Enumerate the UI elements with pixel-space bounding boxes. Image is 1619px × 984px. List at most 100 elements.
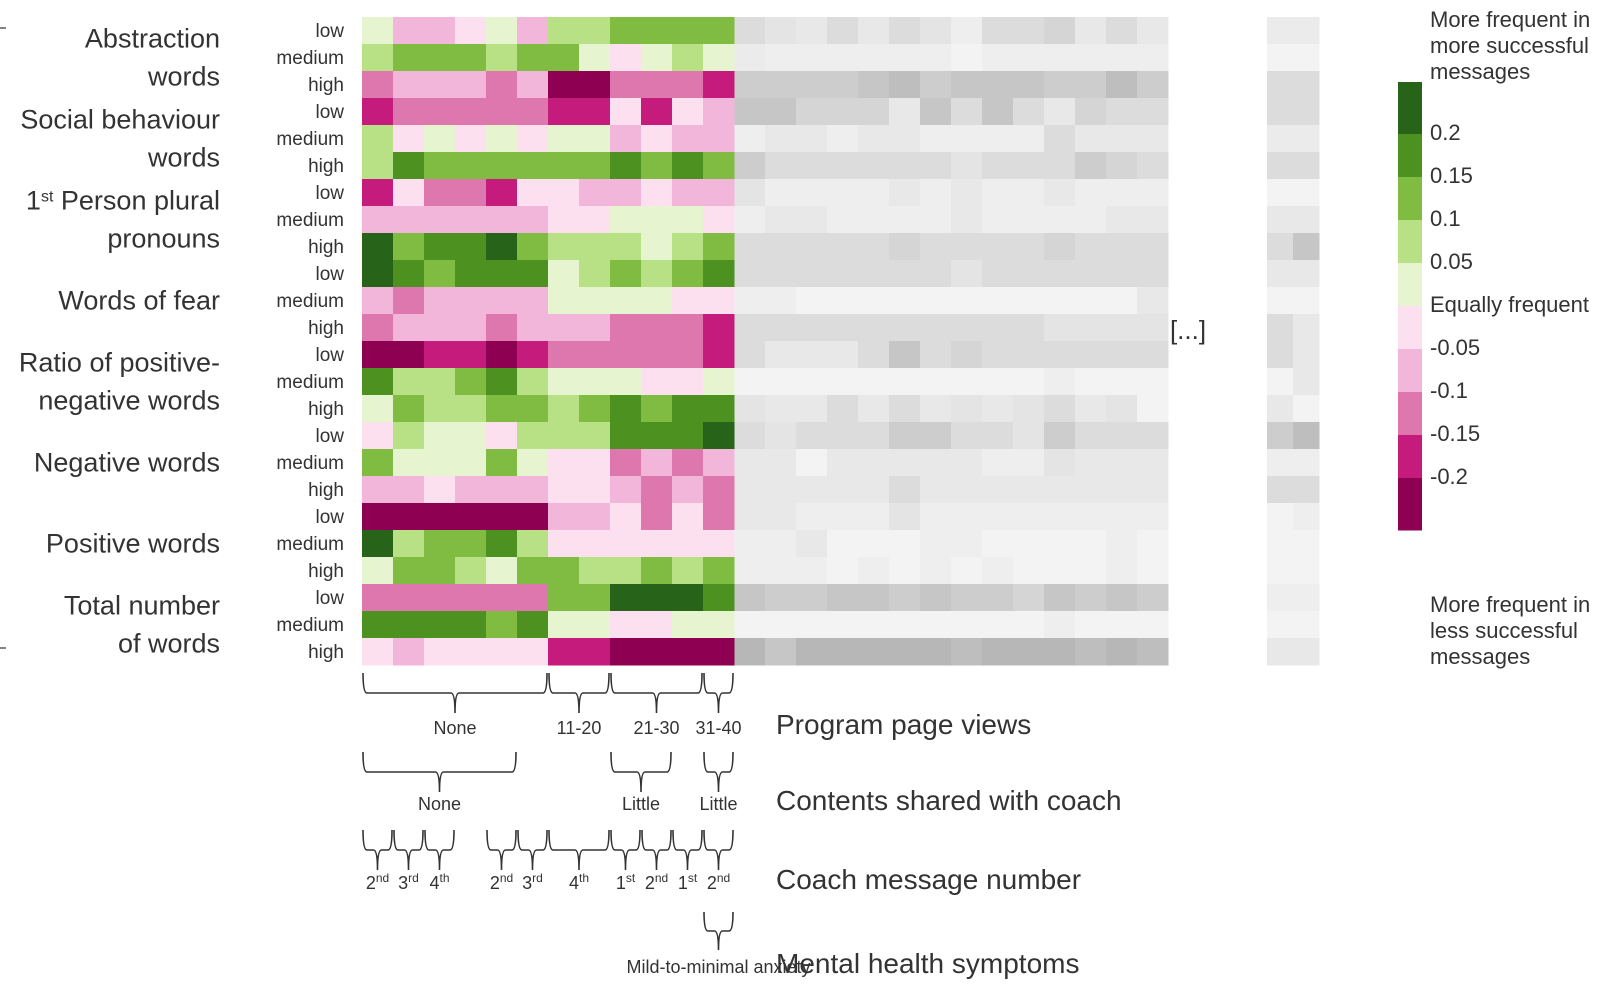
heatmap-cell — [641, 179, 673, 207]
feature-label: negative words — [38, 386, 220, 416]
heatmap-cell — [517, 314, 549, 342]
grey-cell — [1075, 422, 1107, 450]
grey-cell — [982, 71, 1014, 99]
grey-cell — [734, 557, 766, 585]
legend-swatch — [1398, 478, 1422, 531]
legend-bottom-label: less successful — [1430, 618, 1578, 643]
grey-cell — [858, 368, 890, 396]
grey-cell — [796, 395, 828, 423]
heatmap-cell — [424, 557, 456, 585]
heatmap-cell — [672, 611, 704, 639]
grey-cell — [920, 557, 952, 585]
heatmap-cell — [362, 395, 394, 423]
grey-cell — [1106, 476, 1138, 504]
heatmap-cell — [579, 260, 611, 288]
heatmap-cell — [548, 341, 580, 369]
grey-cell — [1044, 287, 1076, 315]
far-grey-cell — [1267, 449, 1294, 477]
group-bracket — [424, 829, 455, 871]
grey-cell — [858, 395, 890, 423]
heatmap-cell — [486, 287, 518, 315]
grey-cell — [1013, 125, 1045, 153]
heatmap-cell — [548, 557, 580, 585]
heatmap-cell — [672, 260, 704, 288]
grey-cell — [1075, 314, 1107, 342]
grey-cell — [920, 314, 952, 342]
grey-cell — [765, 260, 797, 288]
grey-cell — [1137, 206, 1169, 234]
heatmap-cell — [610, 530, 642, 558]
grey-cell — [1044, 98, 1076, 126]
heatmap-cell — [703, 17, 735, 45]
heatmap-cell — [424, 395, 456, 423]
grey-cell — [827, 368, 859, 396]
heatmap-cell — [641, 314, 673, 342]
group-label: 2nd — [366, 871, 389, 893]
grey-cell — [982, 179, 1014, 207]
grey-cell — [982, 530, 1014, 558]
grey-cell — [1044, 206, 1076, 234]
feature-label: of words — [118, 629, 220, 659]
grey-cell — [1106, 206, 1138, 234]
far-grey-cell — [1293, 71, 1320, 99]
heatmap-cell — [672, 125, 704, 153]
grey-cell — [827, 71, 859, 99]
grey-cell — [827, 611, 859, 639]
grey-cell — [796, 557, 828, 585]
grey-cell — [1137, 179, 1169, 207]
heatmap-cell — [486, 71, 518, 99]
grey-cell — [1013, 611, 1045, 639]
grey-cell — [858, 71, 890, 99]
legend-swatch — [1398, 177, 1422, 221]
grey-cell — [982, 44, 1014, 72]
heatmap-cell — [610, 179, 642, 207]
group-label: 4th — [569, 871, 589, 893]
grey-cell — [796, 530, 828, 558]
far-grey-cell — [1267, 260, 1294, 288]
grey-cell — [1044, 125, 1076, 153]
heatmap-cell — [424, 476, 456, 504]
annotation-title: Mental health symptoms — [776, 948, 1079, 979]
far-grey-cell — [1293, 422, 1320, 450]
grey-cell — [1137, 503, 1169, 531]
heatmap-cell — [455, 611, 487, 639]
heatmap-cell — [703, 611, 735, 639]
grey-cell — [1013, 476, 1045, 504]
group-label: 11-20 — [557, 718, 602, 738]
heatmap-cell — [579, 179, 611, 207]
grey-cell — [765, 611, 797, 639]
heatmap-cell — [672, 341, 704, 369]
heatmap-cell — [703, 206, 735, 234]
legend-tick-label: Equally frequent — [1430, 292, 1589, 317]
group-label: Little — [622, 794, 660, 814]
heatmap-cell — [548, 287, 580, 315]
grey-cell — [796, 314, 828, 342]
grey-cell — [1137, 422, 1169, 450]
grey-cell — [1044, 449, 1076, 477]
grey-cell — [920, 125, 952, 153]
heatmap-cell — [517, 44, 549, 72]
heatmap-cell — [703, 503, 735, 531]
heatmap-cell — [579, 287, 611, 315]
grey-cell — [889, 71, 921, 99]
heatmap-cell — [579, 584, 611, 612]
grey-cell — [765, 287, 797, 315]
grey-cell — [982, 422, 1014, 450]
feature-label: Positive words — [46, 529, 220, 559]
far-grey-cell — [1267, 287, 1294, 315]
level-label: high — [308, 156, 344, 177]
grey-cell — [982, 476, 1014, 504]
heatmap-cell — [579, 530, 611, 558]
level-label: medium — [276, 615, 344, 636]
legend-bottom-label: More frequent in — [1430, 592, 1590, 617]
heatmap-cell — [517, 206, 549, 234]
heatmap-cell — [486, 152, 518, 180]
level-label: low — [315, 345, 344, 366]
heatmap-cell — [455, 530, 487, 558]
grey-cell — [1137, 71, 1169, 99]
feature-label: 1st Person plural — [26, 186, 220, 216]
level-label: high — [308, 642, 344, 663]
far-grey-cell — [1293, 260, 1320, 288]
feature-label: Negative words — [34, 448, 220, 478]
heatmap-cell — [362, 179, 394, 207]
